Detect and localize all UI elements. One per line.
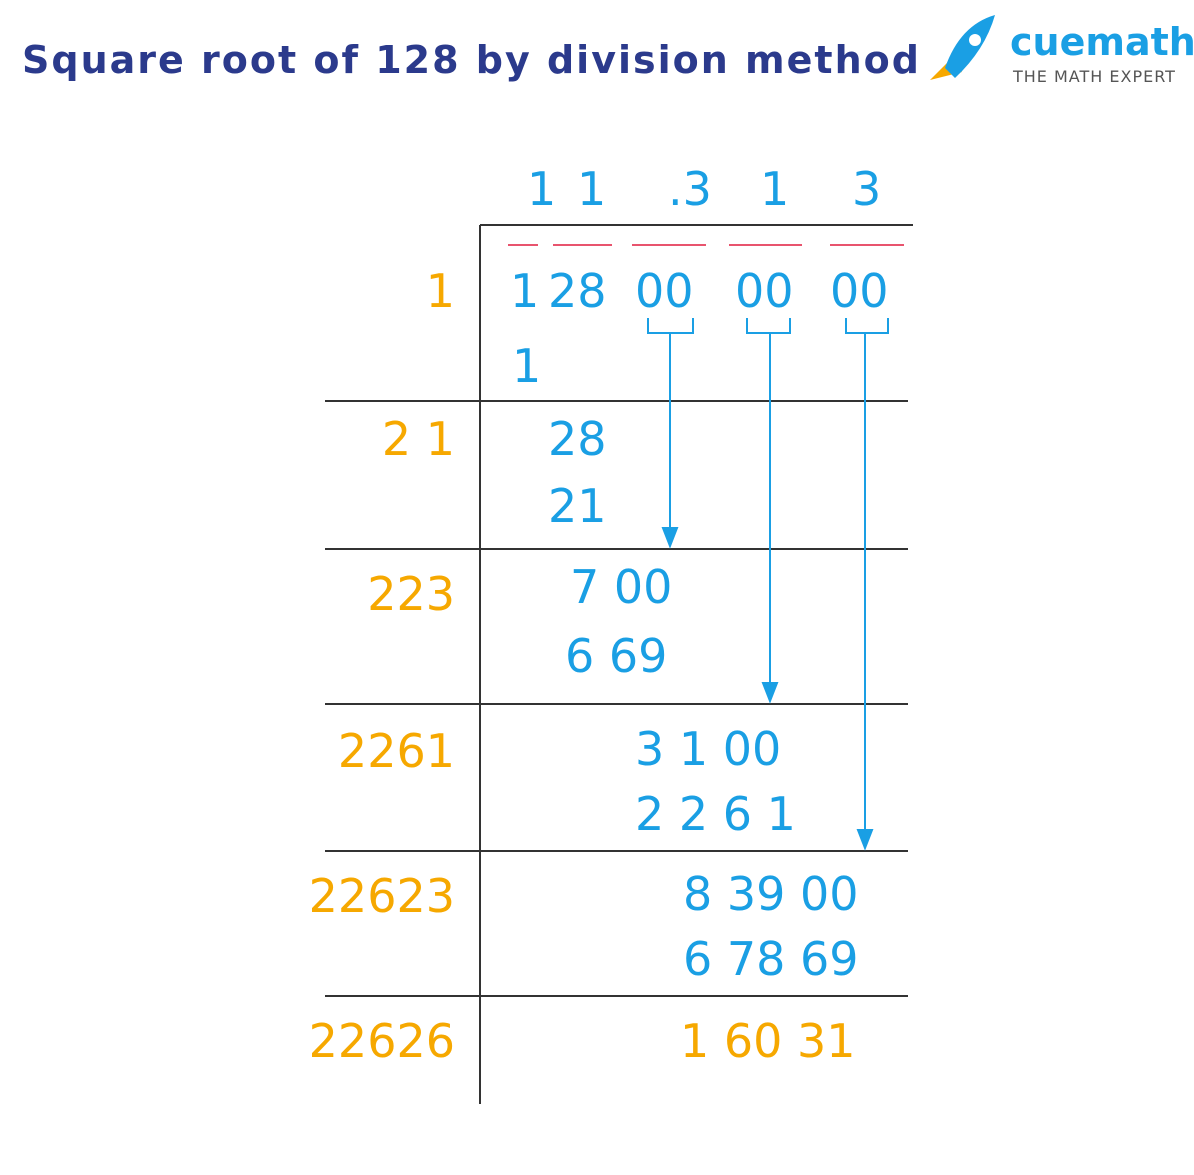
remainder: 8 39 00 [683, 867, 859, 921]
dividend-group: 1 [510, 264, 539, 318]
frame [325, 224, 913, 1104]
divisor: 1 [426, 264, 455, 318]
remainder: 1 60 31 [680, 1014, 856, 1068]
logo: cuemath THE MATH EXPERT [930, 15, 1194, 86]
title: Square root of 128 by division method [22, 38, 921, 82]
dividend-group: 28 [548, 264, 607, 318]
tagline: THE MATH EXPERT [1012, 67, 1176, 86]
dividend-group: 00 [735, 264, 794, 318]
remainder: 7 00 [570, 560, 672, 614]
quotient-digit: 1 [760, 162, 789, 216]
divisor: 2261 [338, 724, 455, 778]
subtract: 6 78 69 [683, 932, 859, 986]
divisor: 22623 [309, 869, 455, 923]
dividend-group: 00 [830, 264, 889, 318]
quotient-digit: 1 [527, 162, 556, 216]
subtract: 6 69 [565, 629, 667, 683]
dividend-group: 00 [635, 264, 694, 318]
divisor: 223 [367, 567, 455, 621]
remainder: 28 [548, 412, 607, 466]
quotient-digit: .3 [668, 162, 712, 216]
remainder: 3 1 00 [635, 722, 781, 776]
quotient-digit: 1 [577, 162, 606, 216]
subtract: 1 [512, 339, 541, 393]
subtract: 21 [548, 479, 607, 533]
divisor: 2 1 [382, 412, 455, 466]
divisor: 22626 [309, 1014, 455, 1068]
subtract: 2 2 6 1 [635, 787, 796, 841]
brand: cuemath [1010, 20, 1194, 64]
arrows [647, 318, 889, 851]
quotient-digit: 3 [852, 162, 881, 216]
